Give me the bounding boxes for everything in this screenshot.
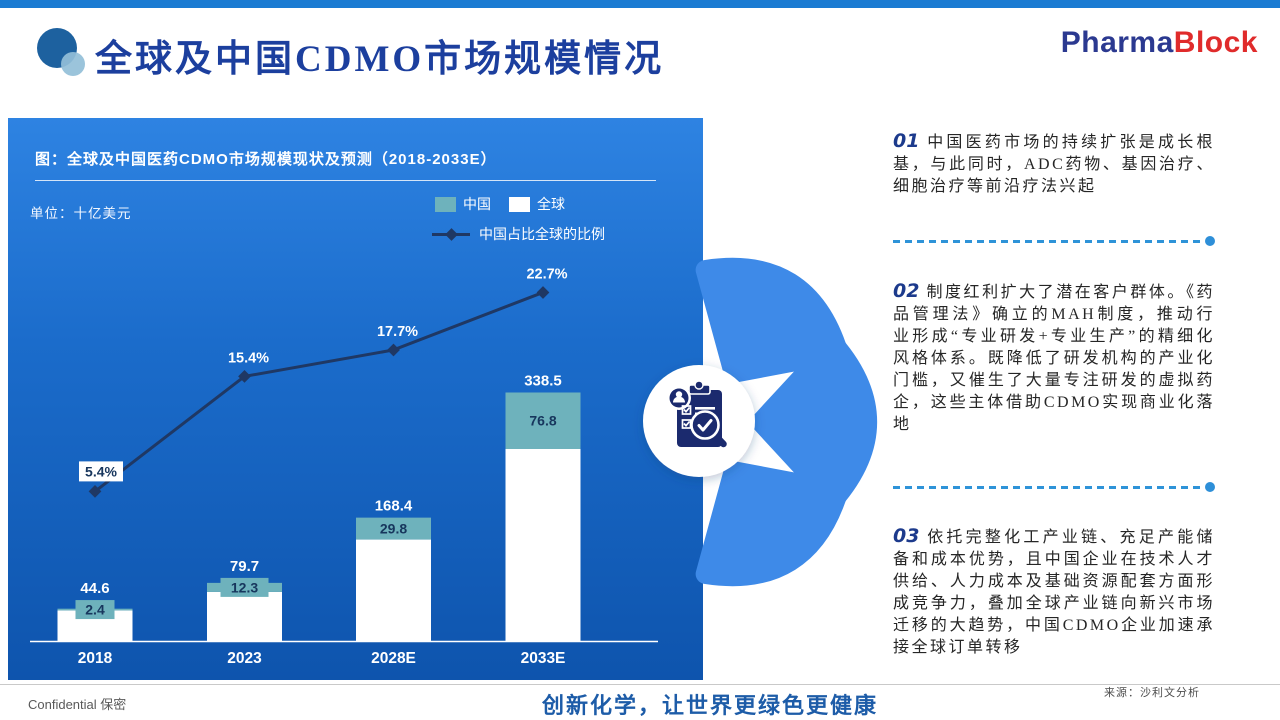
china-value-box — [220, 577, 269, 597]
footer-rule — [0, 684, 1280, 685]
page-title: 全球及中国CDMO市场规模情况 — [95, 39, 665, 80]
legend-diamond-marker — [445, 227, 458, 241]
insight-text-3: 依托完整化工产业链、充足产能储备和成本优势，且中国企业在技术人才供给、人力成本及… — [893, 529, 1215, 656]
china-value-box — [519, 411, 567, 431]
china-value-label: 2.4 — [85, 602, 105, 618]
top-accent-bar — [0, 0, 1280, 8]
clipboard-audit-icon — [667, 380, 727, 448]
legend-label-ratio: 中国占比全球的比例 — [479, 226, 605, 242]
insight-number-2: 02 — [893, 280, 920, 302]
bar-group-2018: 2.4 44.6 2018 — [57, 580, 133, 667]
global-bar — [207, 591, 282, 642]
chart-panel: 2.4 44.6 2018 12.3 79.7 2023 29.8 168.4 2028E 76.… — [8, 118, 703, 680]
global-bar — [356, 539, 431, 642]
bar-group-2023: 12.3 79.7 2023 — [207, 558, 282, 667]
source-label: 来源：沙利文分析 — [1104, 687, 1200, 699]
chart-unit-label: 单位：十亿美元 — [30, 206, 132, 221]
cdmo-market-chart: 2.4 44.6 2018 12.3 79.7 2023 29.8 168.4 2028E 76.… — [30, 266, 658, 667]
x-axis-label: 2033E — [521, 650, 566, 667]
ratio-marker — [536, 286, 550, 299]
bar-group-2028E: 29.8 168.4 2028E — [356, 498, 431, 667]
footer-slogan: 创新化学，让世界更绿色更健康 — [541, 693, 878, 718]
insight-point-2: 02 制度红利扩大了潜在客户群体。《药品管理法》确立的MAH制度，推动行业形成“专… — [893, 280, 1215, 436]
x-axis-label: 2018 — [78, 650, 113, 667]
logo-block: Block — [1173, 26, 1258, 59]
logo-pharma: Pharma — [1060, 26, 1174, 59]
insight-text-2: 制度红利扩大了潜在客户群体。《药品管理法》确立的MAH制度，推动行业形成“专业研… — [893, 284, 1215, 433]
confidential-label: Confidential 保密 — [28, 697, 127, 712]
global-value-label: 79.7 — [230, 558, 259, 575]
dashed-line — [893, 239, 1203, 243]
bar-group-2033E: 76.8 338.5 2033E — [505, 372, 581, 667]
petal-bottom — [695, 461, 849, 587]
dashed-line — [893, 485, 1203, 489]
divider-end-dot — [1205, 236, 1215, 246]
ratio-label: 5.4% — [85, 463, 117, 479]
checkbox-icons — [681, 405, 692, 429]
x-axis-label: 2023 — [227, 650, 262, 667]
global-value-label: 338.5 — [524, 372, 562, 389]
ratio-marker — [387, 343, 400, 357]
ratio-label: 22.7% — [526, 266, 567, 282]
dashed-divider-2 — [893, 482, 1215, 492]
china-value-label: 29.8 — [380, 521, 407, 537]
china-value-box — [369, 519, 418, 539]
dashed-divider-1 — [893, 236, 1215, 246]
person-icon — [667, 386, 691, 410]
legend-line-sample — [432, 227, 470, 241]
global-value-label: 168.4 — [375, 498, 413, 515]
china-value-box — [75, 600, 115, 620]
insight-text-1: 中国医药市场的持续扩张是成长根基，与此同时，ADC药物、基因治疗、细胞治疗等前沿… — [893, 134, 1215, 195]
insight-point-3: 03 依托完整化工产业链、充足产能储备和成本优势，且中国企业在技术人才供给、人力成… — [893, 525, 1215, 659]
magnifier-check-icon — [690, 410, 727, 448]
ratio-label: 17.7% — [377, 324, 418, 340]
global-bar — [505, 448, 581, 642]
ratio-marker — [88, 485, 102, 498]
legend-swatch-china — [435, 196, 456, 212]
insight-number-1: 01 — [893, 130, 920, 152]
insight-point-1: 01 中国医药市场的持续扩张是成长根基，与此同时，ADC药物、基因治疗、细胞治疗等… — [893, 130, 1215, 198]
ratio-label-box — [79, 461, 123, 482]
chart-title-rule — [35, 180, 656, 181]
china-value-label: 76.8 — [529, 413, 556, 429]
chart-legend-line: 中国占比全球的比例 — [432, 224, 605, 244]
legend-label-china: 中国 — [463, 196, 491, 212]
china-value-label: 12.3 — [231, 579, 258, 595]
global-value-label: 44.6 — [80, 580, 109, 597]
pharmablock-logo: PharmaBlock — [1061, 26, 1258, 60]
chart-legend-bars: 中国 全球 — [435, 194, 565, 214]
ratio-marker — [238, 370, 251, 383]
x-axis-label: 2028E — [371, 650, 416, 667]
legend-swatch-global — [509, 196, 530, 212]
legend-label-global: 全球 — [537, 196, 565, 212]
divider-end-dot — [1205, 482, 1215, 492]
insight-number-3: 03 — [893, 525, 920, 547]
ratio-label: 15.4% — [228, 350, 269, 366]
title-bullet-icon — [37, 28, 85, 76]
chart-title: 图：全球及中国医药CDMO市场规模现状及预测（2018-2033E） — [35, 151, 497, 168]
petal-graphic — [643, 257, 878, 587]
ratio-line — [94, 291, 544, 493]
